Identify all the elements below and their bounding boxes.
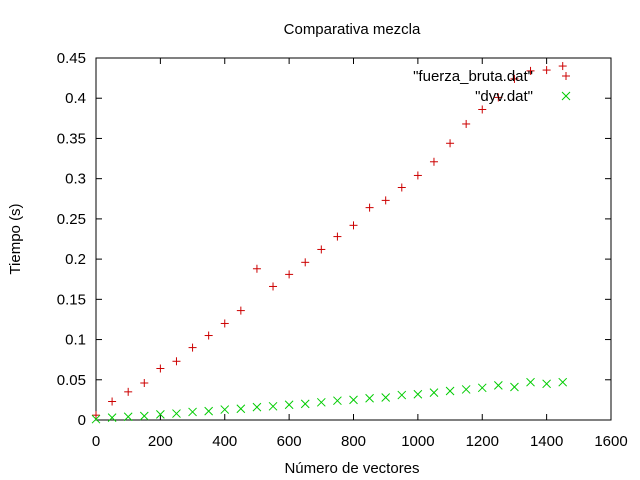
y-tick-label: 0.3 — [65, 171, 86, 188]
y-tick-label: 0.45 — [57, 50, 86, 67]
x-tick-label: 400 — [212, 433, 237, 450]
data-point — [172, 409, 181, 418]
data-point — [107, 413, 117, 422]
data-point — [333, 232, 342, 241]
y-tick-label: 0.15 — [57, 291, 86, 308]
x-tick-label: 1000 — [401, 433, 434, 450]
y-tick-label: 0.25 — [57, 211, 86, 228]
data-point — [316, 397, 326, 407]
legend-marker — [562, 72, 570, 80]
y-axis: 0 0.05 0.1 0.15 0.2 0.25 0.3 0.35 0.4 0.45 — [57, 50, 611, 429]
series-fuerza-bruta — [92, 62, 567, 420]
x-tick-label: 1200 — [466, 433, 499, 450]
legend: "fuerza_bruta.dat" "dyv.dat" — [413, 68, 571, 105]
data-point — [429, 157, 438, 166]
data-point — [156, 364, 165, 373]
data-point — [124, 387, 133, 396]
data-point — [156, 410, 165, 419]
data-point — [172, 357, 181, 366]
data-point — [381, 196, 390, 205]
data-point — [542, 379, 551, 389]
series-layer — [91, 62, 568, 424]
data-point — [123, 412, 133, 422]
data-point — [558, 377, 568, 387]
x-tick-label: 800 — [341, 433, 366, 450]
data-point — [365, 393, 374, 403]
y-tick-label: 0.4 — [65, 90, 86, 107]
data-point — [140, 378, 149, 387]
y-tick-label: 0.2 — [65, 251, 86, 268]
data-point — [558, 62, 567, 71]
data-point — [397, 183, 406, 192]
data-point — [510, 74, 519, 83]
legend-label: "dyv.dat" — [475, 88, 533, 105]
data-point — [301, 258, 310, 267]
y-tick-label: 0 — [78, 412, 86, 429]
y-tick-label: 0.35 — [57, 130, 86, 147]
data-point — [204, 406, 214, 416]
data-point — [188, 407, 197, 417]
data-point — [269, 282, 278, 291]
data-point — [446, 139, 455, 148]
y-tick-label: 0.05 — [57, 372, 86, 389]
chart-title: Comparativa mezcla — [284, 21, 421, 38]
data-point — [333, 396, 342, 406]
data-point — [139, 411, 149, 421]
data-point — [494, 93, 503, 102]
data-point — [188, 343, 197, 352]
data-point — [462, 119, 471, 128]
data-point — [526, 377, 535, 387]
data-point — [397, 390, 407, 400]
data-point — [220, 319, 229, 328]
data-point — [526, 66, 535, 75]
data-point — [365, 203, 374, 212]
y-axis-label: Tiempo (s) — [7, 203, 24, 274]
data-point — [413, 171, 422, 180]
data-point — [252, 264, 261, 273]
x-tick-label: 0 — [92, 433, 100, 450]
data-point — [510, 382, 519, 392]
data-point — [285, 270, 294, 279]
data-point — [542, 66, 551, 75]
data-point — [461, 385, 471, 394]
data-point — [349, 395, 358, 405]
data-point — [92, 411, 100, 420]
series-dyv — [91, 377, 568, 424]
x-tick-label: 600 — [277, 433, 302, 450]
plot-area-border — [95, 57, 612, 421]
data-point — [268, 401, 278, 411]
data-point — [252, 402, 262, 412]
data-point — [493, 381, 503, 390]
data-point — [445, 386, 455, 396]
data-point — [220, 405, 230, 414]
data-point — [477, 383, 487, 393]
legend-label: "fuerza_bruta.dat" — [413, 68, 533, 85]
data-point — [413, 389, 423, 399]
data-point — [236, 306, 245, 315]
x-tick-label: 1600 — [594, 433, 627, 450]
data-point — [204, 331, 213, 340]
data-point — [284, 400, 294, 410]
x-tick-label: 1400 — [530, 433, 563, 450]
x-axis-label: Número de vectores — [284, 460, 419, 477]
data-point — [478, 105, 487, 114]
legend-marker — [561, 91, 571, 101]
y-tick-label: 0.1 — [65, 332, 86, 349]
x-tick-label: 200 — [148, 433, 173, 450]
data-point — [300, 399, 310, 409]
data-point — [381, 393, 391, 402]
data-point — [236, 404, 246, 414]
x-axis: 0 200 400 600 800 1000 1200 1400 1600 — [92, 58, 628, 450]
data-point — [429, 388, 439, 398]
data-point — [349, 221, 358, 230]
data-point — [317, 245, 326, 254]
data-point — [108, 397, 117, 406]
data-point — [91, 414, 101, 424]
